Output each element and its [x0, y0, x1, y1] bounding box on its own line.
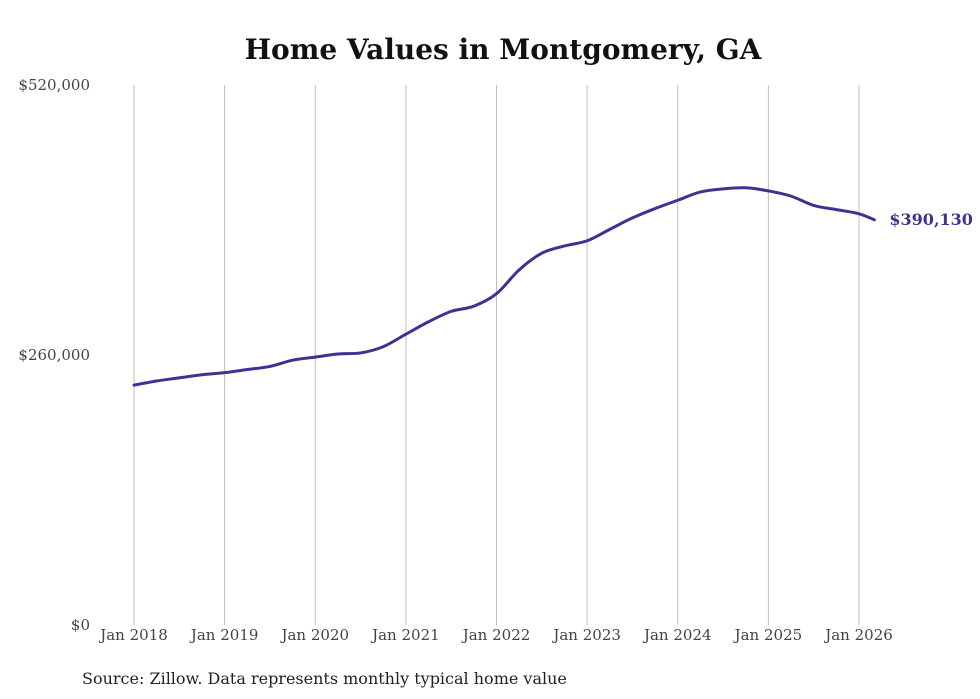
y-tick-label: $260,000	[18, 346, 90, 364]
data-point	[766, 189, 770, 193]
source-note: Source: Zillow. Data represents monthly …	[82, 669, 567, 688]
data-point	[676, 198, 680, 202]
data-point	[653, 207, 657, 211]
data-point	[291, 358, 295, 362]
data-point	[698, 190, 702, 194]
data-point	[359, 351, 363, 355]
x-tick-label: Jan 2023	[551, 626, 621, 644]
end-value-label: $390,130	[889, 210, 973, 229]
y-tick-label: $520,000	[18, 76, 90, 94]
data-point	[585, 239, 589, 243]
data-point	[132, 383, 136, 387]
data-point	[427, 320, 431, 324]
y-tick-label: $0	[71, 616, 90, 634]
data-point	[812, 203, 816, 207]
chart-title: Home Values in Montgomery, GA	[245, 33, 763, 66]
data-point	[744, 186, 748, 190]
y-axis-ticks: $0 $260,000 $520,000	[18, 76, 90, 634]
series-layer	[132, 186, 876, 387]
x-tick-label: Jan 2019	[189, 626, 259, 644]
data-point	[857, 212, 861, 216]
data-point	[155, 379, 159, 383]
data-point	[313, 355, 317, 359]
data-point	[336, 352, 340, 356]
data-point	[200, 373, 204, 377]
data-point	[223, 371, 227, 375]
data-point	[268, 364, 272, 368]
x-tick-label: Jan 2022	[461, 626, 531, 644]
data-point	[381, 345, 385, 349]
grid-lines	[133, 85, 860, 625]
data-point	[495, 292, 499, 296]
x-tick-label: Jan 2026	[823, 626, 893, 644]
data-point	[177, 376, 181, 380]
x-tick-label: Jan 2021	[370, 626, 440, 644]
x-tick-label: Jan 2025	[733, 626, 803, 644]
data-point	[721, 187, 725, 191]
x-axis-ticks: Jan 2018 Jan 2019 Jan 2020 Jan 2021 Jan 2022…	[98, 626, 893, 644]
x-tick-label: Jan 2018	[98, 626, 168, 644]
data-point	[540, 251, 544, 255]
data-point	[630, 216, 634, 220]
data-point	[404, 332, 408, 336]
x-tick-label: Jan 2020	[279, 626, 349, 644]
x-tick-label: Jan 2024	[642, 626, 712, 644]
data-point	[562, 244, 566, 248]
data-point	[472, 304, 476, 308]
data-point	[449, 309, 453, 313]
data-point	[789, 194, 793, 198]
data-point	[872, 218, 876, 222]
data-point	[245, 368, 249, 372]
series-line	[132, 186, 876, 387]
data-point	[517, 268, 521, 272]
data-point	[608, 227, 612, 231]
data-point	[834, 208, 838, 212]
